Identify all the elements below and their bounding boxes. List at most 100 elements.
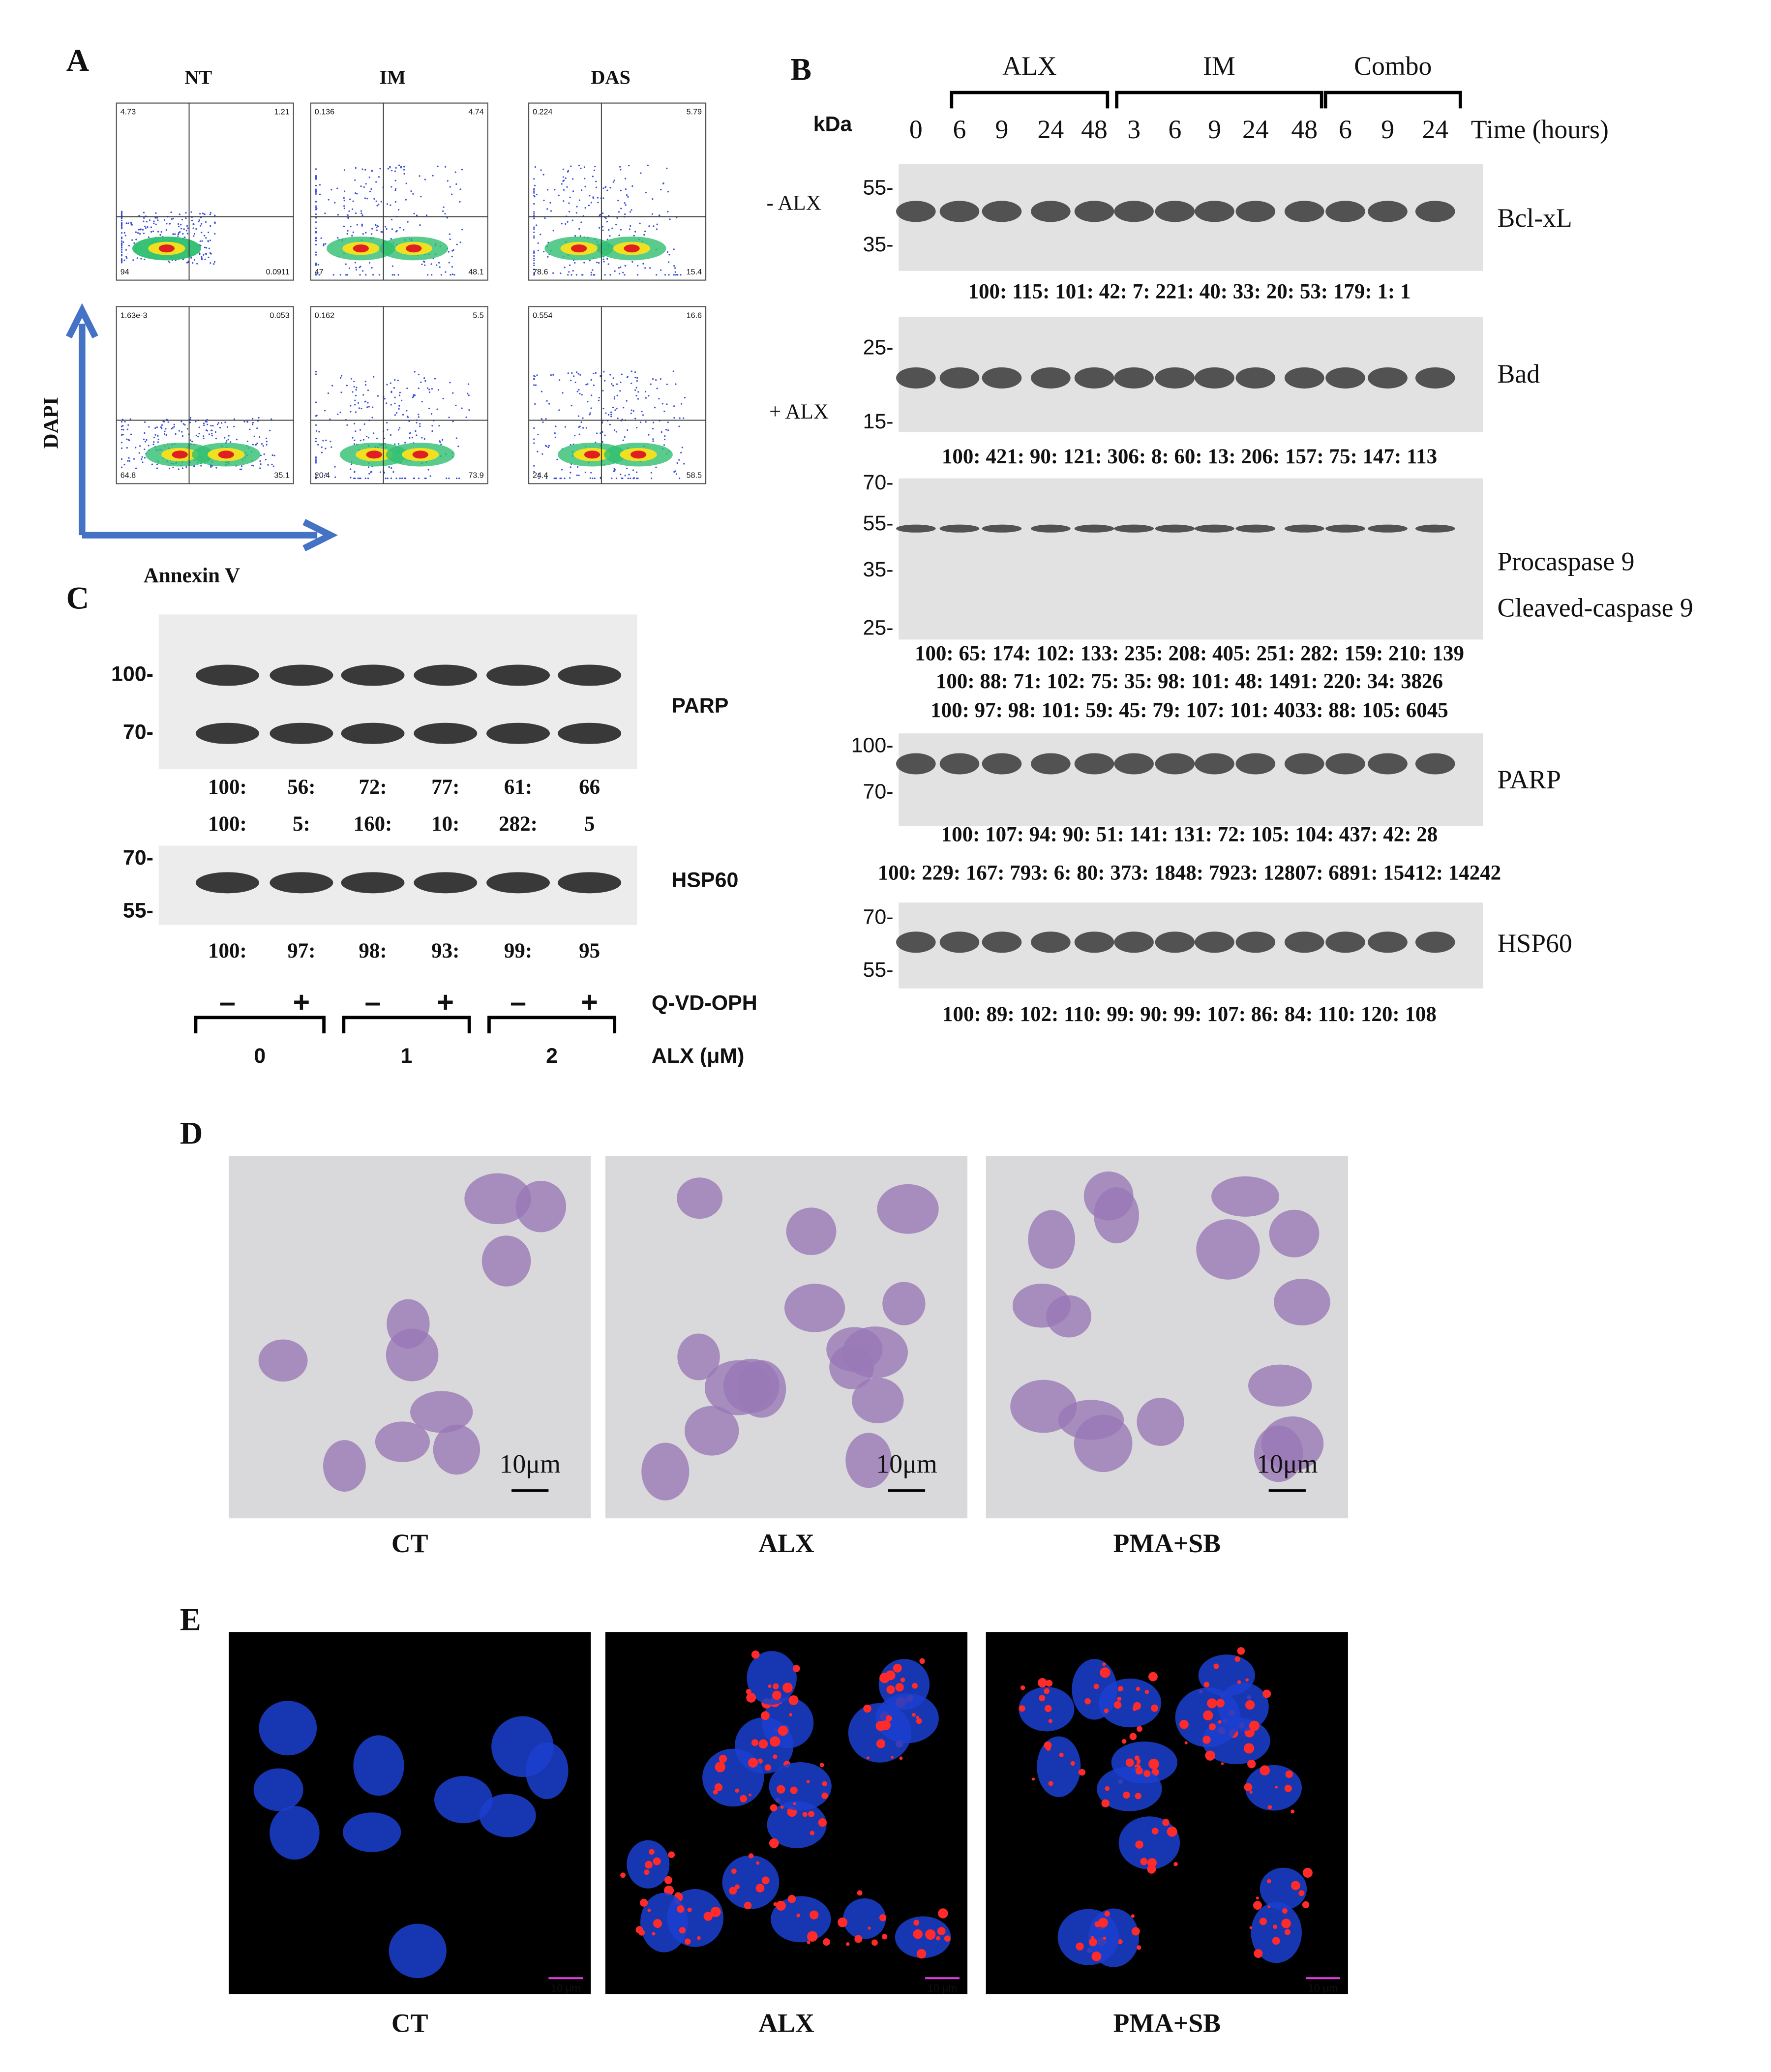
event-dot <box>637 478 639 480</box>
stain <box>1137 1945 1141 1950</box>
quadrant-value: 1.63e-3 <box>120 311 148 320</box>
event-dot <box>536 374 538 376</box>
event-dot <box>120 213 123 215</box>
event-dot <box>182 423 184 425</box>
event-dot <box>348 267 351 270</box>
event-dot <box>174 233 176 235</box>
stain <box>1147 1858 1157 1868</box>
event-dot <box>208 256 210 258</box>
event-dot <box>209 240 211 241</box>
event-dot <box>350 468 352 470</box>
stain <box>1281 1919 1291 1928</box>
event-dot <box>624 436 626 438</box>
event-dot <box>120 420 123 423</box>
treatment-label: Q-VD-OPH <box>652 991 757 1015</box>
event-dot <box>316 430 318 432</box>
event-dot <box>418 414 420 416</box>
event-dot <box>139 445 141 447</box>
stain <box>1184 1741 1188 1744</box>
event-dot <box>378 204 380 206</box>
band <box>486 664 550 686</box>
event-dot <box>611 383 613 385</box>
event-dot <box>651 213 654 215</box>
event-dot <box>589 260 591 262</box>
time-label: 9 <box>1208 115 1221 144</box>
event-dot <box>668 274 670 276</box>
event-dot <box>319 193 321 195</box>
event-dot <box>243 420 245 422</box>
event-dot <box>660 431 662 433</box>
event-dot <box>427 274 429 276</box>
event-dot <box>233 425 235 427</box>
event-dot <box>602 408 604 410</box>
stain <box>1173 1862 1178 1866</box>
event-dot <box>352 231 355 233</box>
stain <box>1105 1786 1110 1791</box>
event-dot <box>552 230 554 232</box>
event-dot <box>203 437 205 440</box>
event-dot <box>629 211 631 213</box>
cell <box>1037 1736 1081 1798</box>
event-dot <box>143 211 145 213</box>
cell <box>1211 1176 1280 1217</box>
stain <box>1151 1704 1159 1712</box>
event-dot <box>602 390 604 391</box>
event-dot <box>584 471 586 474</box>
event-dot <box>418 373 420 376</box>
stain <box>900 1677 905 1682</box>
event-dot <box>620 169 622 171</box>
stain <box>1237 1647 1245 1655</box>
stain <box>1131 1927 1140 1936</box>
event-dot <box>355 212 357 214</box>
event-dot <box>120 458 123 460</box>
event-dot <box>127 460 129 462</box>
event-dot <box>458 478 460 480</box>
stain <box>1031 1777 1035 1781</box>
event-dot <box>573 375 575 377</box>
event-dot <box>533 255 535 257</box>
event-dot <box>387 478 389 480</box>
quantification: 100: 421: 90: 121: 306: 8: 60: 13: 206: … <box>942 445 1437 468</box>
event-dot <box>554 436 557 438</box>
event-dot <box>621 373 623 375</box>
event-dot <box>570 380 572 382</box>
event-dot <box>598 227 600 229</box>
event-dot <box>153 220 155 222</box>
event-dot <box>163 420 165 422</box>
event-dot <box>676 462 678 464</box>
band <box>1155 201 1195 222</box>
event-dot <box>261 443 263 445</box>
event-dot <box>315 251 317 253</box>
event-dot <box>622 478 624 480</box>
event-dot <box>120 228 123 230</box>
cell <box>1137 1398 1184 1446</box>
event-dot <box>267 464 269 466</box>
band <box>1155 753 1195 775</box>
band <box>1325 931 1365 953</box>
event-dot <box>614 270 616 272</box>
event-dot <box>181 218 183 221</box>
event-dot <box>420 381 422 383</box>
event-dot <box>626 467 628 470</box>
event-dot <box>619 272 621 275</box>
event-dot <box>213 263 215 265</box>
event-dot <box>620 189 622 191</box>
band <box>1325 201 1365 222</box>
stain <box>1148 1758 1159 1770</box>
stain <box>715 1762 725 1772</box>
stain <box>1019 1705 1025 1712</box>
stain <box>1117 1685 1123 1691</box>
event-dot <box>361 225 363 227</box>
event-dot <box>354 404 356 406</box>
event-dot <box>178 430 180 432</box>
event-dot <box>126 438 128 440</box>
event-dot <box>178 223 180 225</box>
event-dot <box>157 438 159 441</box>
event-dot <box>550 210 552 212</box>
event-dot <box>362 270 364 272</box>
event-dot <box>421 400 423 403</box>
stain <box>1291 1809 1295 1814</box>
stain <box>776 1900 786 1911</box>
cell <box>491 1716 554 1777</box>
event-dot <box>622 439 624 441</box>
